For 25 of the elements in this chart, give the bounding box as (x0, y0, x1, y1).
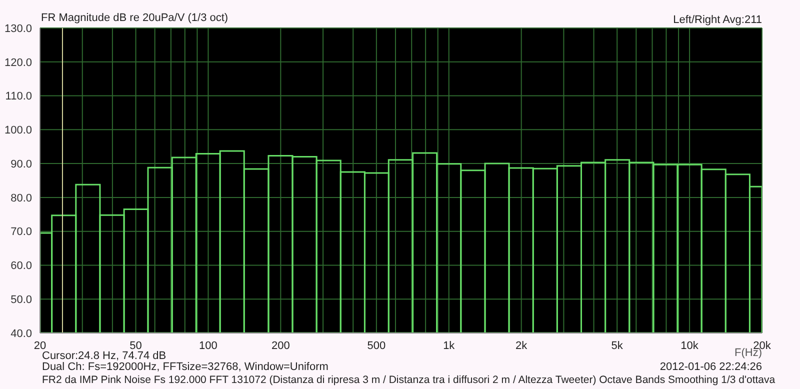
y-tick-label: 70.0 (10, 226, 32, 238)
x-tick-label: 500 (367, 340, 386, 352)
x-tick-label: 1k (443, 340, 456, 352)
x-tick-label: 5k (611, 340, 624, 352)
x-tick-label: 2k (516, 340, 528, 352)
y-tick-label: 100.0 (4, 124, 32, 137)
x-tick-label: 50 (130, 340, 142, 352)
text: FR2 da IMP Pink Noise Fs 192.000 FFT 131072 (Distanza di ripresa 3 m / Distanza tra i diffusori 2 m / Altezza Tweeter) Octave Bands Smoothing 1/3 d'ottava (42, 374, 776, 386)
y-tick-label: 120.0 (4, 56, 32, 69)
x-tick-label: 100 (199, 340, 218, 352)
x-tick-label: 200 (271, 340, 290, 352)
x-tick-label: 10k (680, 340, 699, 352)
y-tick-label: 40.0 (10, 328, 32, 340)
y-tick-label: 90.0 (10, 158, 32, 170)
y-tick-label: 130.0 (4, 22, 32, 35)
text: 2012-01-06 22:24:26 (660, 361, 762, 373)
y-tick-label: 110.0 (5, 90, 32, 103)
y-tick-label: 80.0 (10, 192, 32, 204)
x-tick-label: 20 (34, 340, 46, 352)
chart-title: FR Magnitude dB re 20uPa/V (1/3 oct) (41, 12, 228, 24)
text: Cursor:24.8 Hz, 74.74 dB (42, 350, 166, 362)
y-tick-label: 50.0 (10, 294, 32, 306)
text: Dual Ch: Fs=192000Hz, FFTsize=32768, Window=Uniform (42, 361, 328, 373)
y-tick-label: 60.0 (10, 260, 32, 272)
text: Left/Right Avg:211 (673, 14, 762, 26)
